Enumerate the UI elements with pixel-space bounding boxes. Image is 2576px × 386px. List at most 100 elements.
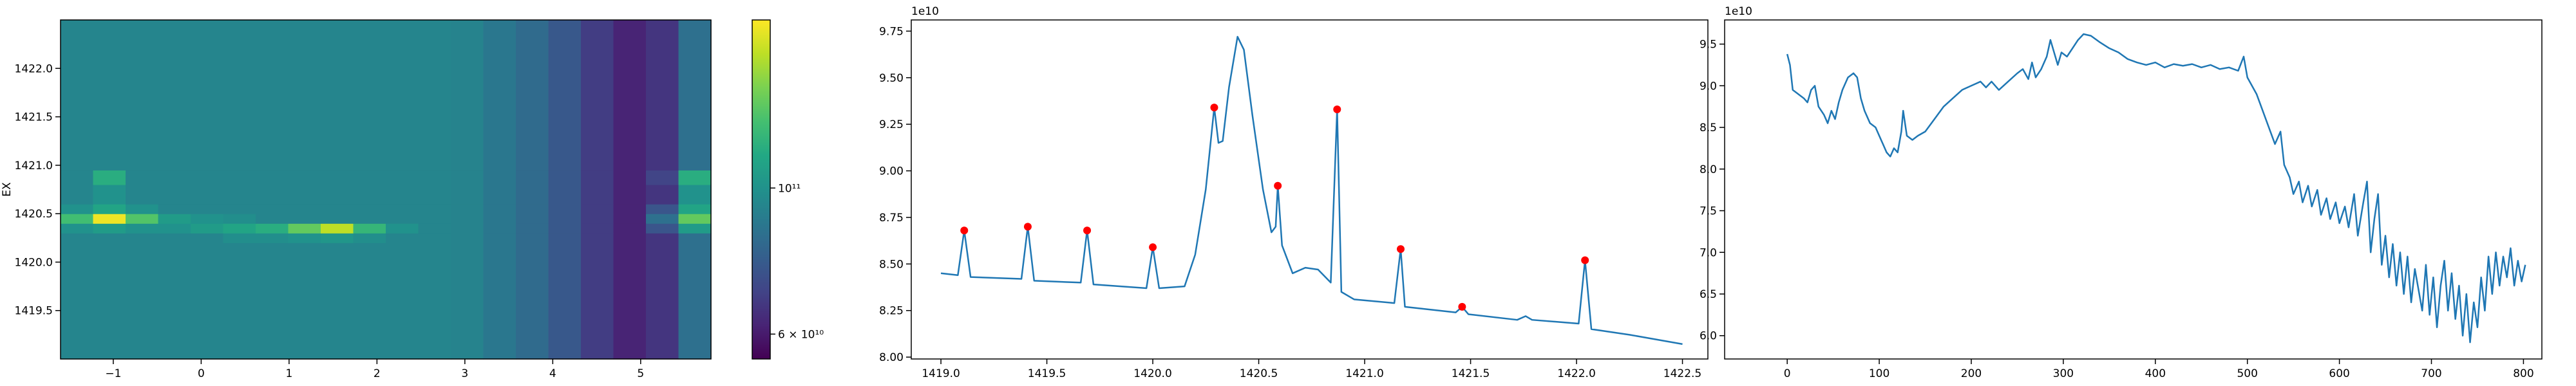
y-tick-label: 7.0 xyxy=(1700,246,1717,259)
y-tick-label: 8.25 xyxy=(879,305,904,318)
heatmap-cell xyxy=(353,20,386,170)
heatmap-cell xyxy=(418,223,451,234)
heatmap-cell xyxy=(126,214,159,224)
y-tick-label: 9.5 xyxy=(1700,39,1717,51)
heatmap-cell xyxy=(288,184,321,205)
heatmap-cell xyxy=(613,204,647,214)
heatmap-cell xyxy=(158,20,191,170)
y-tick-label: 1420.5 xyxy=(15,208,53,221)
y-tick-label: 7.5 xyxy=(1700,205,1717,218)
heatmap-cell xyxy=(61,223,94,234)
heatmap-cell xyxy=(613,223,647,234)
heatmap-cell xyxy=(613,214,647,224)
heatmap-cell xyxy=(678,223,712,234)
heatmap-cell xyxy=(418,20,451,170)
heatmap-cell xyxy=(548,204,582,214)
offset-label: 1e10 xyxy=(1725,5,1752,18)
heatmap-cell xyxy=(93,20,126,170)
y-tick-label: 8.5 xyxy=(1700,122,1717,134)
heatmap-cell xyxy=(386,170,419,185)
heatmap-cell xyxy=(646,233,679,243)
heatmap-cell xyxy=(93,204,126,214)
heatmap-cell xyxy=(158,184,191,205)
heatmap-cell xyxy=(418,243,451,360)
heatmap-cell xyxy=(581,243,614,360)
peak-marker xyxy=(1083,226,1092,235)
x-tick-label: 400 xyxy=(2145,367,2166,380)
heatmap-cell xyxy=(516,214,549,224)
heatmap-cell xyxy=(353,243,386,360)
heatmap-cell xyxy=(158,233,191,243)
heatmap-cell xyxy=(288,204,321,214)
heatmap-cell xyxy=(93,170,126,185)
heatmap-cell xyxy=(93,214,126,224)
heatmap-cell xyxy=(288,223,321,234)
x-tick-label: 1420.0 xyxy=(1133,367,1171,380)
heatmap-cell xyxy=(321,214,354,224)
peak-marker xyxy=(1581,256,1589,264)
heatmap-cell xyxy=(321,204,354,214)
heatmap-cell xyxy=(288,170,321,185)
y-tick-label: 1422.0 xyxy=(15,62,53,75)
peak-marker xyxy=(1396,245,1405,253)
heatmap-cell xyxy=(418,204,451,214)
heatmap-cell xyxy=(451,170,484,185)
data-line xyxy=(1786,33,2526,344)
y-tick-label: 8.00 xyxy=(879,351,904,364)
plot-frame xyxy=(60,19,712,360)
heatmap-cell xyxy=(451,20,484,170)
peak-marker xyxy=(1149,243,1157,252)
heatmap-cell xyxy=(223,20,256,170)
y-tick-label: 1419.5 xyxy=(15,305,53,318)
heatmap-cell xyxy=(678,233,712,243)
heatmap-cell xyxy=(321,170,354,185)
heatmap-cell xyxy=(646,170,679,185)
heatmap-cell xyxy=(646,214,679,224)
heatmap-cell xyxy=(158,204,191,214)
heatmap-cell xyxy=(191,223,224,234)
data-line xyxy=(940,35,1683,345)
x-tick-label: 600 xyxy=(2329,367,2349,380)
heatmap-cell xyxy=(288,243,321,360)
heatmap-cell xyxy=(93,243,126,360)
y-tick-label: 1421.0 xyxy=(15,160,53,172)
heatmap-cell xyxy=(158,170,191,185)
heatmap-cell xyxy=(386,204,419,214)
heatmap-cell xyxy=(256,204,289,214)
heatmap-cell xyxy=(613,170,647,185)
peak-marker xyxy=(1023,223,1032,231)
heatmap-cell xyxy=(256,243,289,360)
y-tick-label: 8.50 xyxy=(879,258,904,271)
y-tick-label: 1421.5 xyxy=(15,111,53,124)
heatmap-cell xyxy=(61,170,94,185)
heatmap-cell xyxy=(483,184,516,205)
heatmap-cell xyxy=(288,20,321,170)
x-tick-label: 200 xyxy=(1961,367,1982,380)
heatmap-cell xyxy=(483,170,516,185)
heatmap-cell xyxy=(548,243,582,360)
heatmap-cell xyxy=(646,184,679,205)
heatmap-cell xyxy=(451,233,484,243)
heatmap-cell xyxy=(61,214,94,224)
heatmap-cell xyxy=(223,223,256,234)
heatmap-cell xyxy=(61,243,94,360)
heatmap-cell xyxy=(613,243,647,360)
x-tick-label: 1 xyxy=(285,367,292,380)
heatmap-cell xyxy=(386,20,419,170)
heatmap-cell xyxy=(321,243,354,360)
heatmap-cell xyxy=(516,20,549,170)
heatmap-cell xyxy=(93,233,126,243)
y-tick-label: 1420.0 xyxy=(15,256,53,269)
heatmap-cell xyxy=(548,20,582,170)
heatmap-cell xyxy=(516,223,549,234)
heatmap-cell xyxy=(353,214,386,224)
heatmap-cell xyxy=(93,223,126,234)
y-tick-label: 9.25 xyxy=(879,118,904,131)
heatmap-cell xyxy=(678,20,712,170)
heatmap-cell xyxy=(223,184,256,205)
y-tick-label: 8.0 xyxy=(1700,163,1717,176)
y-axis-label: EX xyxy=(1,182,14,197)
heatmap-cell xyxy=(548,184,582,205)
x-tick-label: 1421.0 xyxy=(1345,367,1383,380)
